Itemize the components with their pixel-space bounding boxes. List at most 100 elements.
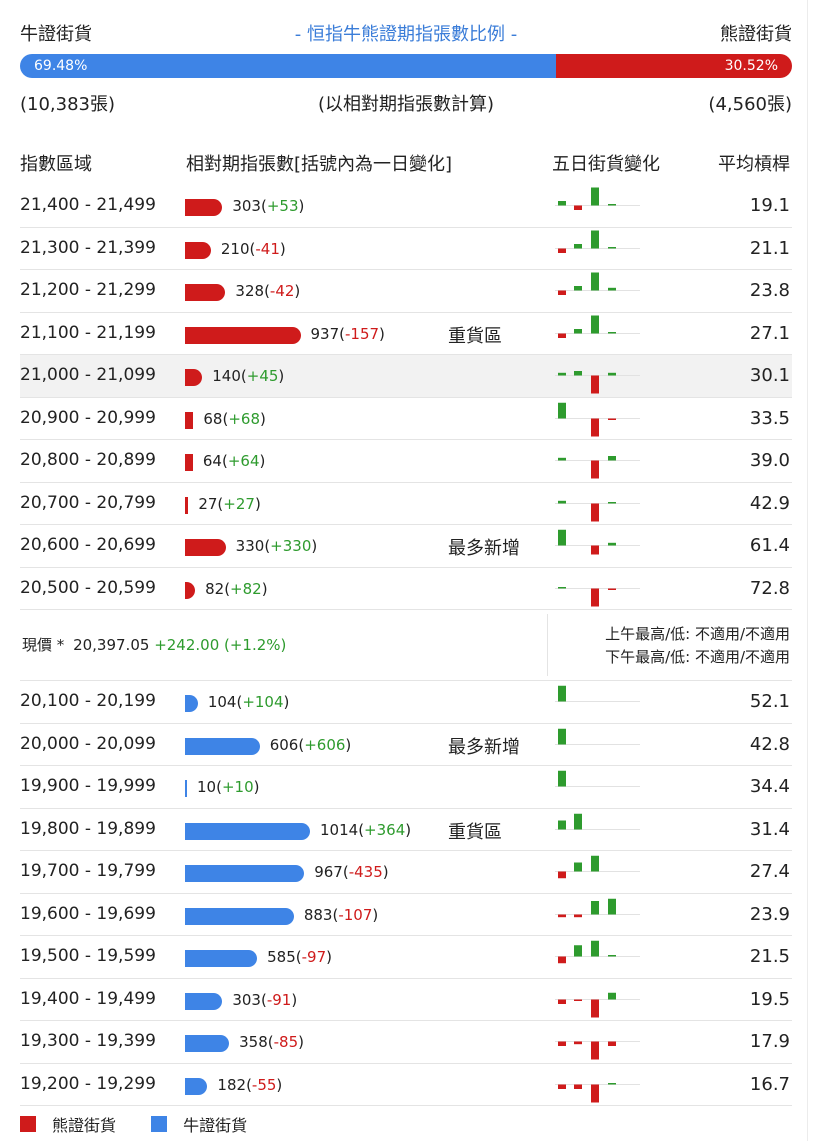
contract-count: 330	[235, 537, 265, 555]
bear-contract-bar	[185, 284, 226, 301]
paren: (	[216, 778, 222, 796]
bull-contract-bar	[185, 992, 223, 1010]
paren: )	[298, 1033, 304, 1051]
count-note: (以相對期指張數計算)	[317, 94, 495, 115]
zone-range: 19,700 - 19,799	[20, 861, 156, 881]
zone-range: 19,900 - 19,999	[20, 776, 156, 796]
paren: )	[261, 579, 268, 598]
sparkline-bar	[558, 529, 566, 546]
five-day-sparkline	[555, 230, 640, 253]
daily-change: -91	[266, 990, 292, 1009]
paren: )	[291, 990, 298, 1009]
five-day-sparkline	[555, 371, 640, 394]
average-leverage: 30.1	[749, 365, 790, 386]
bull-ratio-segment: 69.48%	[20, 54, 557, 78]
bull-zone-row: 19,500 - 19,599 585(-97) 21.5	[20, 936, 792, 979]
contract-count: 182	[217, 1075, 247, 1094]
average-leverage: 39.0	[749, 450, 790, 471]
col-five-day-header: 五日街貨變化	[552, 154, 660, 175]
sparkline-bar	[591, 503, 599, 521]
bull-zone-rows: 20,100 - 20,199 104(+104) 52.1 20,000 - 20,…	[20, 681, 792, 1106]
contract-count: 358	[239, 1033, 268, 1051]
average-leverage: 61.4	[749, 535, 790, 556]
contract-count: 303	[232, 197, 261, 215]
bear-zone-row: 21,000 - 21,099 140(+45) 30.1	[20, 355, 792, 398]
zone-tag: 最多新增	[448, 538, 520, 559]
legend-bull[interactable]: 牛證街貨	[151, 1112, 247, 1136]
five-day-sparkline	[555, 315, 640, 338]
paren: (	[295, 948, 302, 966]
daily-change: -97	[301, 948, 327, 966]
contract-value: 1014(+364)	[320, 821, 411, 839]
bear-zone-row: 21,400 - 21,499 303(+53) 19.1	[20, 185, 792, 228]
bull-zone-row: 19,900 - 19,999 10(+10) 34.4	[20, 766, 792, 809]
sparkline-bar	[558, 201, 566, 206]
bear-zone-row: 21,100 - 21,199 937(-157) 重貨區 27.1	[20, 313, 792, 355]
average-leverage: 17.9	[749, 1031, 790, 1052]
contract-count: 140	[212, 367, 241, 385]
bull-zone-row: 19,400 - 19,499 303(-91) 19.5	[20, 979, 792, 1021]
contract-counts: (10,383張) (以相對期指張數計算) (4,560張)	[20, 90, 792, 116]
contract-value: 303(-91)	[232, 991, 297, 1009]
paren: (	[342, 863, 349, 881]
bear-contract-bar	[185, 581, 196, 599]
current-price-row: 現價 * 20,397.05 +242.00 (+1.2%) 上午最高/低: 不…	[20, 610, 792, 681]
paren: (	[217, 494, 224, 513]
sparkline-bar	[608, 542, 616, 546]
sparkline-bar	[608, 955, 616, 957]
average-leverage: 16.7	[749, 1073, 790, 1095]
daily-change: +27	[223, 494, 255, 513]
paren: )	[254, 494, 261, 513]
sparkline-bar	[608, 898, 616, 914]
daily-change: -42	[269, 282, 295, 300]
pm-high-low: 下午最高/低: 不適用/不適用	[605, 648, 790, 666]
sparkline-bar	[608, 501, 616, 503]
average-leverage: 27.4	[749, 861, 790, 882]
sparkline-bar	[558, 290, 566, 295]
paren: (	[339, 324, 345, 343]
average-leverage: 52.1	[749, 691, 790, 712]
sparkline-bar	[574, 243, 582, 248]
daily-change: +45	[246, 367, 279, 385]
bull-zone-row: 19,300 - 19,399 358(-85) 17.9	[20, 1021, 792, 1064]
sparkline-bar	[558, 728, 566, 744]
right-border	[807, 0, 808, 1141]
legend-bear[interactable]: 熊證街貨	[20, 1112, 116, 1136]
sparkline-bar	[591, 900, 599, 914]
contract-count: 303	[232, 990, 261, 1009]
bear-contract-bar	[185, 539, 226, 556]
sparkline-bar	[591, 272, 599, 291]
sparkline-bar	[591, 940, 599, 957]
daily-change: -41	[255, 239, 280, 258]
sparkline-bar	[591, 1041, 599, 1060]
paren: (	[224, 579, 231, 598]
sparkline-bar	[574, 371, 582, 376]
contract-count: 967	[314, 863, 343, 881]
zone-range: 21,300 - 21,399	[20, 237, 156, 258]
page-title[interactable]: - 恒指牛熊證期指張數比例 -	[294, 24, 518, 45]
sparkline-bar	[558, 685, 566, 702]
bear-zone-row: 21,200 - 21,299 328(-42) 23.8	[20, 270, 792, 313]
bear-contract-bar	[185, 411, 194, 429]
bear-zone-row: 21,300 - 21,399 210(-41) 21.1	[20, 228, 792, 270]
am-high-low: 上午最高/低: 不適用/不適用	[605, 625, 790, 643]
bear-contract-bar	[185, 369, 203, 386]
bull-contract-bar	[185, 907, 294, 925]
bull-contract-bar	[185, 737, 260, 755]
sparkline-bar	[574, 328, 582, 333]
sparkline-bar	[591, 545, 599, 555]
contract-count: 937	[310, 324, 340, 343]
paren: )	[326, 948, 332, 966]
zone-range: 21,100 - 21,199	[20, 322, 156, 343]
paren: )	[405, 820, 412, 839]
zone-range: 20,600 - 20,699	[20, 535, 156, 555]
contract-count: 82	[205, 579, 225, 598]
sparkline-bar	[591, 315, 599, 333]
paren: (	[298, 735, 305, 754]
paren: )	[298, 197, 305, 215]
paren: (	[264, 282, 270, 300]
average-leverage: 31.4	[749, 818, 790, 840]
paren: (	[222, 409, 229, 428]
paren: (	[221, 452, 228, 470]
paren: )	[259, 452, 266, 470]
